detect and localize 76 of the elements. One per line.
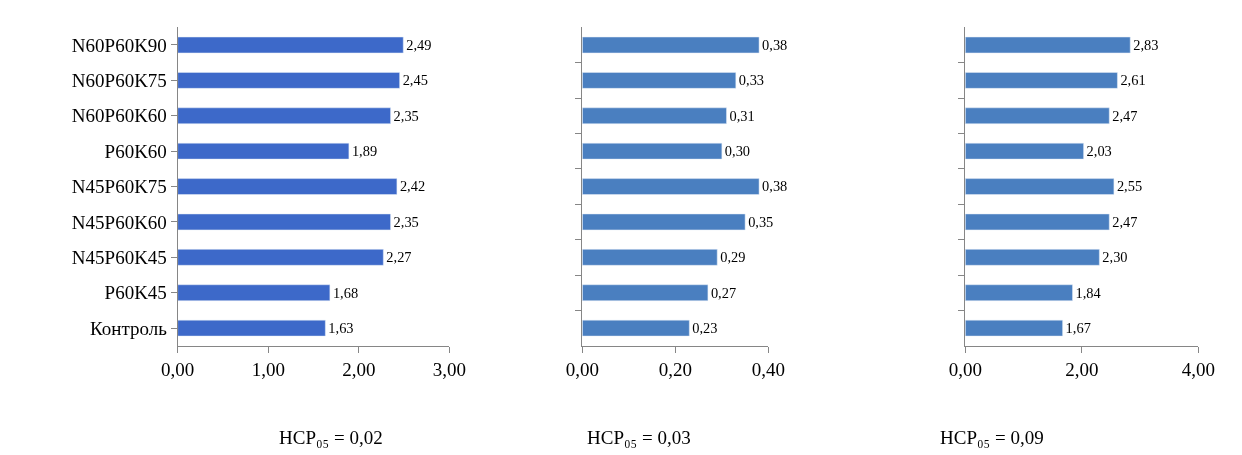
x-tick-label: 0,00 [948, 358, 982, 380]
x-tick-label: 0,00 [161, 358, 195, 380]
data-label: 2,49 [406, 36, 432, 53]
y-tick-label: N45P60K45 [71, 246, 167, 268]
bar [582, 319, 690, 337]
data-label: 0,38 [762, 36, 788, 53]
bar [582, 142, 723, 160]
bar [177, 36, 404, 54]
data-label: 2,47 [1112, 213, 1138, 230]
bar [177, 213, 391, 231]
text: НСР₀₅ = 0,03 [587, 427, 691, 448]
bar [965, 319, 1063, 337]
data-label: 2,55 [1116, 178, 1143, 195]
data-label: 2,03 [1086, 143, 1112, 160]
y-tick-label: N60P60K60 [71, 105, 167, 127]
data-label: 2,42 [399, 178, 426, 195]
text: НСР₀₅ = 0,09 [940, 427, 1044, 448]
data-label: 2,35 [393, 107, 419, 124]
bar [582, 249, 718, 266]
data-label: 2,30 [1102, 249, 1128, 266]
bar [965, 178, 1115, 195]
bar [965, 107, 1110, 124]
data-label: 2,35 [393, 213, 419, 230]
data-label: 0,31 [729, 107, 755, 124]
text: НСР₀₅ = 0,02 [279, 427, 383, 448]
data-label: 1,63 [328, 320, 354, 337]
y-tick-label: N60P60K90 [71, 34, 167, 56]
bar [177, 249, 384, 266]
bar [965, 213, 1110, 231]
data-label: 0,29 [720, 249, 746, 266]
x-tick-label: 2,00 [342, 358, 376, 380]
bar [177, 178, 398, 195]
y-tick-label: N45P60K75 [71, 176, 167, 198]
bar [965, 249, 1100, 266]
x-tick-label: 3,00 [432, 358, 467, 380]
y-tick-label: P60K45 [104, 282, 167, 304]
bar [177, 72, 400, 89]
y-tick-label: P60K60 [104, 140, 167, 162]
data-label: 2,45 [402, 72, 428, 89]
bar [965, 142, 1084, 160]
bar [965, 284, 1073, 301]
x-tick-label: 1,00 [251, 358, 285, 380]
y-tick-label: Контроль [90, 317, 168, 339]
bar [582, 36, 760, 54]
data-label: 0,35 [748, 213, 774, 230]
x-tick-label: 2,00 [1065, 358, 1099, 380]
bar [582, 284, 709, 301]
bar [965, 36, 1131, 54]
bar [582, 178, 760, 195]
data-label: 2,61 [1120, 72, 1146, 89]
data-label: 2,47 [1112, 107, 1138, 124]
data-label: 2,83 [1133, 36, 1159, 53]
bar [177, 319, 326, 337]
bar [582, 107, 727, 124]
data-label: 1,89 [351, 143, 378, 160]
bar [177, 107, 391, 124]
bar [177, 284, 331, 301]
bar [177, 142, 350, 160]
bar [582, 72, 737, 89]
y-tick-label: N60P60K75 [71, 70, 167, 92]
y-tick-label: N45P60K60 [71, 211, 167, 233]
data-label: 2,27 [386, 249, 412, 266]
data-label: 0,23 [692, 320, 718, 337]
x-tick-label: 4,00 [1181, 358, 1216, 380]
data-label: 0,38 [762, 178, 788, 195]
x-tick-label: 0,20 [658, 358, 692, 380]
data-label: 1,67 [1065, 320, 1091, 337]
data-label: 1,68 [332, 284, 359, 301]
data-label: 0,30 [724, 143, 751, 160]
data-label: 1,84 [1075, 284, 1101, 301]
bar [965, 72, 1118, 89]
x-tick-label: 0,00 [565, 358, 599, 380]
bar [582, 213, 746, 231]
data-label: 0,27 [710, 284, 737, 301]
x-tick-label: 0,40 [751, 358, 785, 380]
data-label: 0,33 [738, 72, 765, 89]
